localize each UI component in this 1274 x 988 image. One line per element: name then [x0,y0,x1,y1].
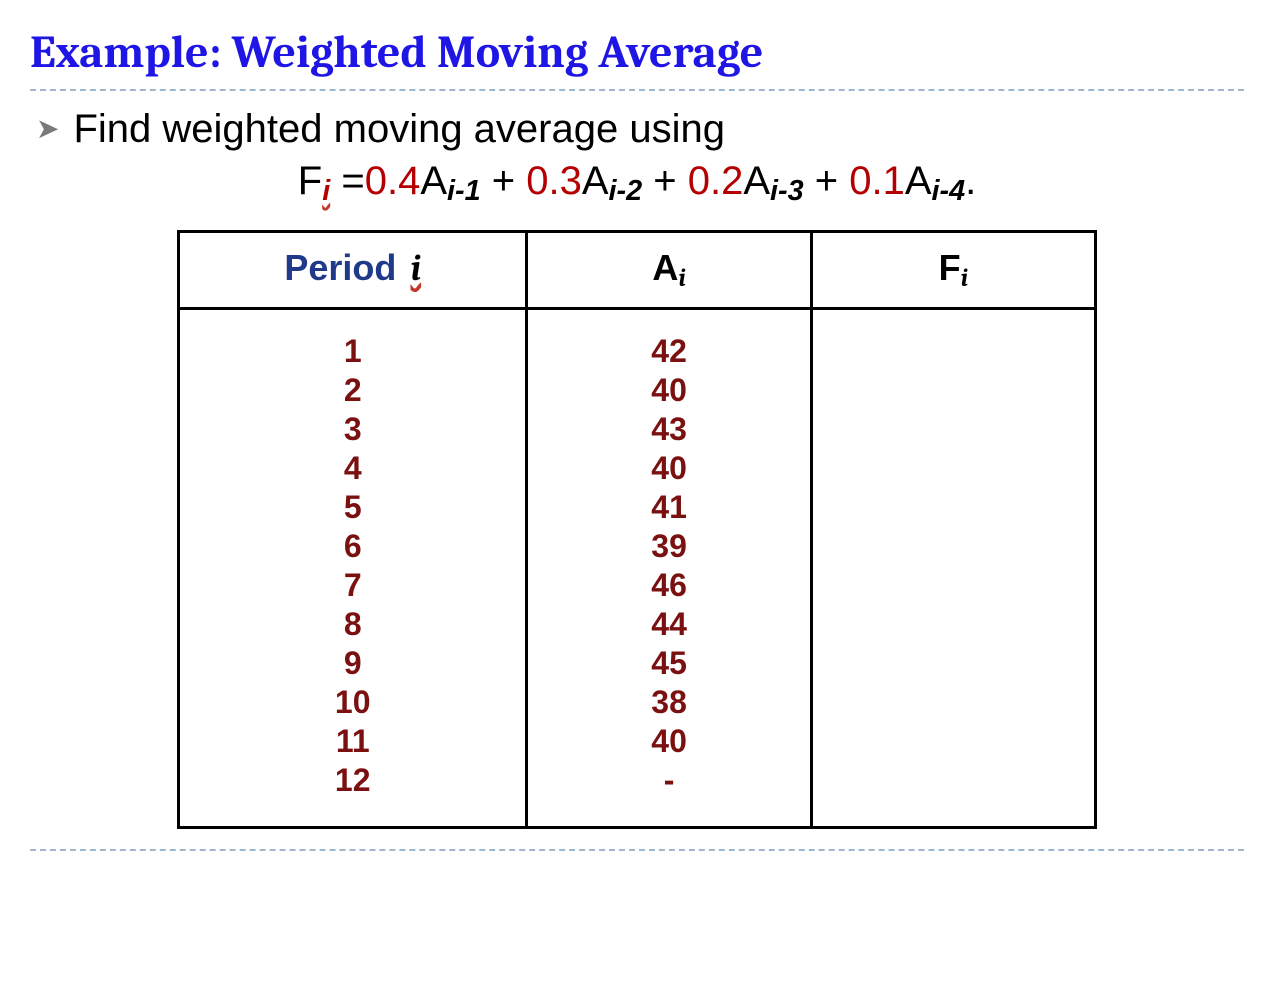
th-period-label: Period [284,247,396,288]
formula-coef-2: 0.2 [688,159,744,203]
cell-A: 40 [536,722,801,761]
th-F-sub: i [961,264,968,293]
cell-period: 8 [188,605,517,644]
formula-sub-3: i-4 [932,175,966,207]
formula-var-1: A [582,159,609,203]
formula-F-sub: i [322,175,330,207]
table-header-row: Period i Ai Fi [179,232,1096,309]
formula-dot: . [965,159,976,203]
formula: Fi =0.4Ai-1 + 0.3Ai-2 + 0.2Ai-3 + 0.1Ai-… [30,159,1244,208]
cell-period: 5 [188,488,517,527]
slide-title: Example: Weighted Moving Average [30,26,1244,79]
col-F-cells [811,309,1095,828]
cell-A: 45 [536,644,801,683]
formula-coef-3: 0.1 [849,159,905,203]
bullet-text: Find weighted moving average using [73,105,725,153]
cell-period: 1 [188,332,517,371]
cell-A: - [536,761,801,800]
formula-sub-0: i-1 [447,175,481,207]
cell-period: 2 [188,371,517,410]
cell-A: 38 [536,683,801,722]
cell-A: 46 [536,566,801,605]
divider-top [30,89,1244,91]
formula-coef-0: 0.4 [365,159,421,203]
formula-plus-1: + [642,159,688,203]
cell-A: 44 [536,605,801,644]
cell-period: 6 [188,527,517,566]
cell-period: 12 [188,761,517,800]
cell-period: 9 [188,644,517,683]
cell-A: 40 [536,371,801,410]
th-A-label: A [652,247,678,288]
formula-sub-1: i-2 [609,175,643,207]
cell-A: 43 [536,410,801,449]
th-period-i: i [410,248,421,289]
formula-plus-2: + [804,159,850,203]
formula-plus-0: + [481,159,527,203]
divider-bottom [30,849,1244,851]
th-period: Period i [179,232,527,309]
slide: Example: Weighted Moving Average ➤ Find … [0,0,1274,988]
cell-A: 41 [536,488,801,527]
th-F: Fi [811,232,1095,309]
formula-coef-1: 0.3 [526,159,582,203]
cell-A: 39 [536,527,801,566]
formula-eq: = [341,159,364,203]
th-A-sub: i [678,264,685,293]
th-F-label: F [939,247,961,288]
bullet-icon: ➤ [36,105,59,153]
formula-var-3: A [905,159,932,203]
data-table: Period i Ai Fi 1 2 3 [177,230,1097,829]
cell-period: 7 [188,566,517,605]
col-period-cells: 1 2 3 4 5 6 7 8 9 10 11 12 [179,309,527,828]
table-body-row: 1 2 3 4 5 6 7 8 9 10 11 12 42 [179,309,1096,828]
cell-period: 11 [188,722,517,761]
formula-F: F [298,159,322,203]
col-A-cells: 42 40 43 40 41 39 46 44 45 38 40 - [527,309,811,828]
data-table-wrap: Period i Ai Fi 1 2 3 [177,230,1097,829]
cell-A: 42 [536,332,801,371]
formula-var-2: A [743,159,770,203]
cell-period: 3 [188,410,517,449]
formula-sub-2: i-3 [770,175,804,207]
th-A: Ai [527,232,811,309]
cell-period: 10 [188,683,517,722]
bullet-row: ➤ Find weighted moving average using [36,105,1244,153]
formula-var-0: A [420,159,447,203]
cell-period: 4 [188,449,517,488]
cell-A: 40 [536,449,801,488]
